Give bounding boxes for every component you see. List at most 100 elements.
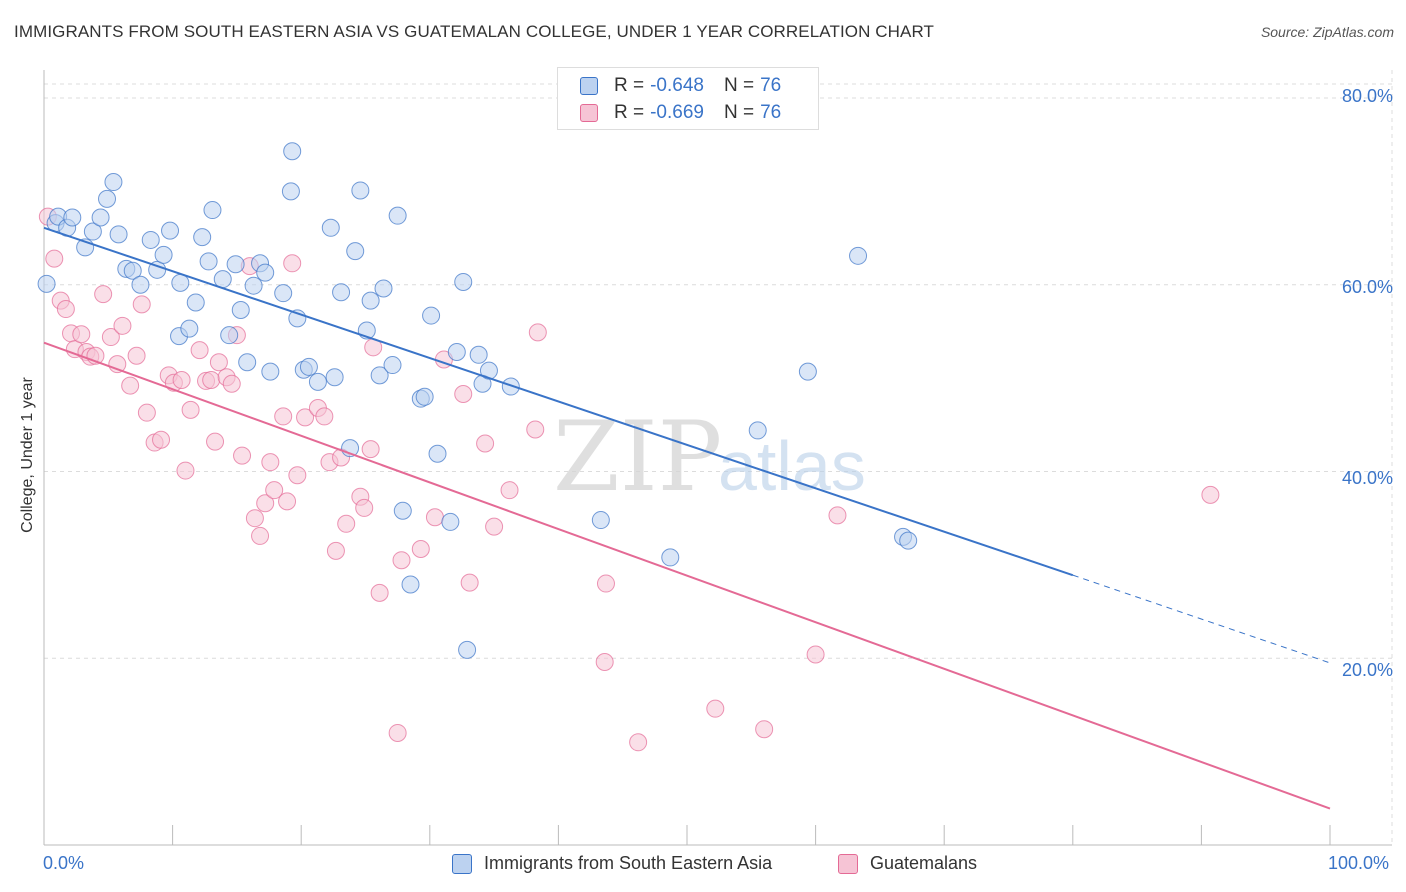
data-point [132, 295, 151, 314]
data-point [141, 230, 160, 249]
data-point [299, 357, 318, 376]
data-point [460, 573, 479, 592]
data-point [121, 376, 140, 395]
data-point [37, 274, 56, 293]
watermark-zip: ZIP [553, 401, 722, 513]
trend-lines [43, 226, 1331, 810]
y-tick-label-20: 20.0% [1341, 660, 1393, 680]
data-point [222, 374, 241, 393]
legend-n-value: 76 [760, 102, 782, 123]
data-point [176, 461, 195, 480]
data-point [591, 511, 610, 530]
x-tick-label-max: 100.0% [1328, 853, 1390, 873]
watermark-atlas: atlas [718, 427, 866, 505]
data-point [220, 326, 239, 345]
data-point [226, 255, 245, 274]
data-point [501, 377, 520, 396]
data-point [91, 208, 110, 227]
data-point [244, 276, 263, 295]
data-point [806, 645, 825, 664]
data-point [131, 275, 150, 294]
data-point [595, 652, 614, 671]
data-point [274, 284, 293, 303]
data-point [98, 189, 117, 208]
data-point [94, 285, 113, 304]
data-point [596, 574, 615, 593]
data-point [63, 208, 82, 227]
y-tick-label-80: 80.0% [1341, 86, 1393, 106]
data-point [113, 316, 132, 335]
data-point [454, 272, 473, 291]
data-point [274, 407, 293, 426]
data-point [479, 361, 498, 380]
data-point [238, 353, 257, 372]
data-point [755, 720, 774, 739]
data-point [278, 492, 297, 511]
legend-r-key: R = [614, 75, 645, 96]
data-point [288, 466, 307, 485]
data-point [1201, 485, 1220, 504]
data-point [321, 218, 340, 237]
legend-n-key: N = [723, 75, 755, 96]
data-point [629, 733, 648, 752]
data-point [261, 453, 280, 472]
legend-swatch-pink [580, 104, 598, 122]
data-point [325, 368, 344, 387]
data-point [101, 328, 120, 347]
series-south-eastern-asia [37, 142, 918, 659]
data-point [476, 434, 495, 453]
data-point [422, 306, 441, 325]
data-point [154, 245, 173, 264]
legend-swatch-pink [838, 853, 858, 874]
data-point [798, 362, 817, 381]
watermark: ZIP atlas [553, 401, 866, 513]
data-point [351, 181, 370, 200]
data-point [72, 325, 91, 344]
data-point [83, 222, 102, 241]
legend-row-pink: R = -0.669 N = 76 [580, 101, 781, 125]
data-point [180, 319, 199, 338]
data-point [326, 541, 345, 560]
data-point [104, 173, 123, 192]
trend-line-blue [43, 226, 1074, 577]
legend-label: Immigrants from South Eastern Asia [484, 853, 773, 873]
data-point [392, 551, 411, 570]
data-point [315, 407, 334, 426]
data-point [332, 283, 351, 302]
data-point [265, 481, 284, 500]
y-tick-label-60: 60.0% [1341, 277, 1393, 297]
data-point [388, 206, 407, 225]
data-point [828, 506, 847, 525]
correlation-legend: R = -0.648 N = 76 R = -0.669 N = 76 [557, 67, 819, 130]
y-tick-label-40: 40.0% [1341, 468, 1393, 488]
data-point [441, 512, 460, 531]
data-point [283, 142, 302, 161]
data-point [190, 341, 209, 360]
data-point [370, 583, 389, 602]
data-point [152, 430, 171, 449]
data-point [454, 385, 473, 404]
data-point [186, 293, 205, 312]
data-point [458, 640, 477, 659]
data-point [706, 699, 725, 718]
data-point [202, 371, 221, 389]
data-point [355, 498, 374, 517]
data-point [469, 345, 488, 364]
data-point [45, 249, 64, 268]
data-point [393, 501, 412, 520]
trend-line-pink [43, 341, 1331, 810]
data-point [161, 221, 180, 240]
data-point [203, 201, 222, 220]
x-tick-label-min: 0.0% [43, 853, 85, 873]
data-point [251, 526, 270, 545]
data-point [231, 300, 250, 319]
legend-n-key: N = [723, 102, 755, 123]
data-point [137, 403, 156, 422]
legend-n-value: 76 [760, 75, 782, 96]
data-point [109, 225, 128, 244]
data-point [388, 723, 407, 742]
chart-title: IMMIGRANTS FROM SOUTH EASTERN ASIA VS GU… [14, 22, 935, 41]
legend-row-blue: R = -0.648 N = 76 [580, 74, 781, 98]
data-point [485, 517, 504, 536]
